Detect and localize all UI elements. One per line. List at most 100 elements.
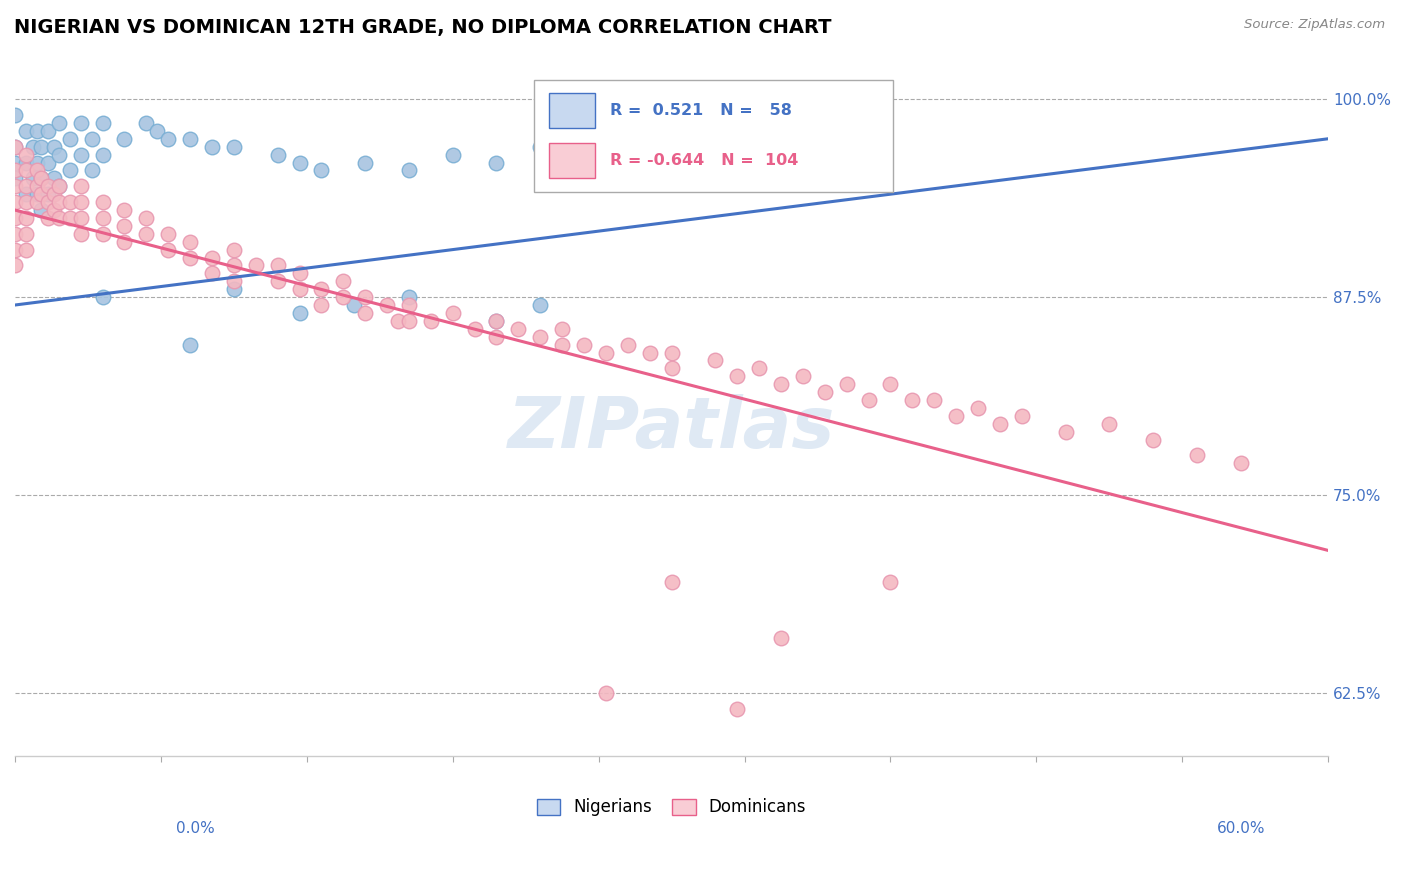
Point [69, 227, 91, 241]
Legend: Nigerians, Dominicans: Nigerians, Dominicans [529, 790, 814, 824]
Point [44, 171, 66, 186]
Point [769, 377, 792, 392]
Point [48, 179, 70, 194]
Point [266, 274, 288, 288]
Point [69, 179, 91, 194]
Point [988, 417, 1011, 431]
Point [14, 195, 37, 210]
Point [4, 243, 27, 257]
Point [945, 409, 967, 423]
Point [69, 195, 91, 210]
Point [704, 353, 727, 368]
Point [30, 202, 52, 217]
Point [354, 155, 377, 169]
Point [44, 202, 66, 217]
Point [48, 147, 70, 161]
Point [398, 314, 420, 328]
Point [311, 282, 333, 296]
Point [59, 195, 82, 210]
Point [419, 314, 441, 328]
Point [14, 155, 37, 169]
Point [112, 235, 135, 249]
Point [638, 345, 661, 359]
Point [44, 187, 66, 202]
Point [59, 132, 82, 146]
Point [725, 702, 748, 716]
Point [30, 171, 52, 186]
Point [37, 195, 59, 210]
Point [835, 377, 858, 392]
Point [48, 211, 70, 225]
Point [91, 147, 114, 161]
Point [4, 195, 27, 210]
Point [485, 314, 508, 328]
Point [748, 361, 770, 376]
Point [14, 211, 37, 225]
Point [157, 132, 180, 146]
Point [661, 361, 683, 376]
Point [69, 147, 91, 161]
Point [1142, 433, 1164, 447]
Point [311, 298, 333, 312]
Point [529, 298, 551, 312]
Point [792, 369, 814, 384]
Text: R =  0.521   N =   58: R = 0.521 N = 58 [610, 103, 792, 118]
Point [4, 139, 27, 153]
Point [661, 345, 683, 359]
Point [25, 155, 48, 169]
Point [222, 243, 245, 257]
Point [595, 345, 617, 359]
Bar [548, 93, 595, 128]
Point [112, 219, 135, 233]
Point [4, 211, 27, 225]
Point [157, 243, 180, 257]
Point [551, 322, 574, 336]
FancyBboxPatch shape [534, 80, 893, 192]
Point [91, 227, 114, 241]
Point [354, 290, 377, 304]
Point [179, 337, 201, 351]
Point [1185, 449, 1208, 463]
Point [551, 337, 574, 351]
Point [135, 116, 157, 130]
Point [441, 306, 464, 320]
Point [14, 179, 37, 194]
Point [879, 377, 901, 392]
Point [25, 163, 48, 178]
Point [112, 132, 135, 146]
Point [858, 392, 880, 407]
Point [901, 392, 924, 407]
Point [14, 187, 37, 202]
Point [37, 124, 59, 138]
Point [266, 259, 288, 273]
Text: NIGERIAN VS DOMINICAN 12TH GRADE, NO DIPLOMA CORRELATION CHART: NIGERIAN VS DOMINICAN 12TH GRADE, NO DIP… [14, 18, 831, 37]
Point [879, 575, 901, 590]
Point [48, 195, 70, 210]
Point [288, 282, 311, 296]
Point [529, 139, 551, 153]
Point [572, 337, 595, 351]
Point [4, 139, 27, 153]
Point [1098, 417, 1121, 431]
Point [21, 171, 44, 186]
Point [222, 259, 245, 273]
Point [464, 322, 486, 336]
Point [485, 329, 508, 343]
Text: R = -0.644   N =  104: R = -0.644 N = 104 [610, 153, 799, 168]
Point [201, 139, 224, 153]
Point [1229, 456, 1251, 470]
Point [332, 290, 354, 304]
Point [704, 132, 727, 146]
Point [4, 163, 27, 178]
Point [311, 163, 333, 178]
Point [508, 322, 530, 336]
Point [769, 631, 792, 645]
Point [157, 227, 180, 241]
Point [288, 266, 311, 280]
Point [14, 163, 37, 178]
Point [37, 155, 59, 169]
Point [222, 139, 245, 153]
Point [80, 163, 103, 178]
Point [343, 298, 366, 312]
Point [485, 314, 508, 328]
